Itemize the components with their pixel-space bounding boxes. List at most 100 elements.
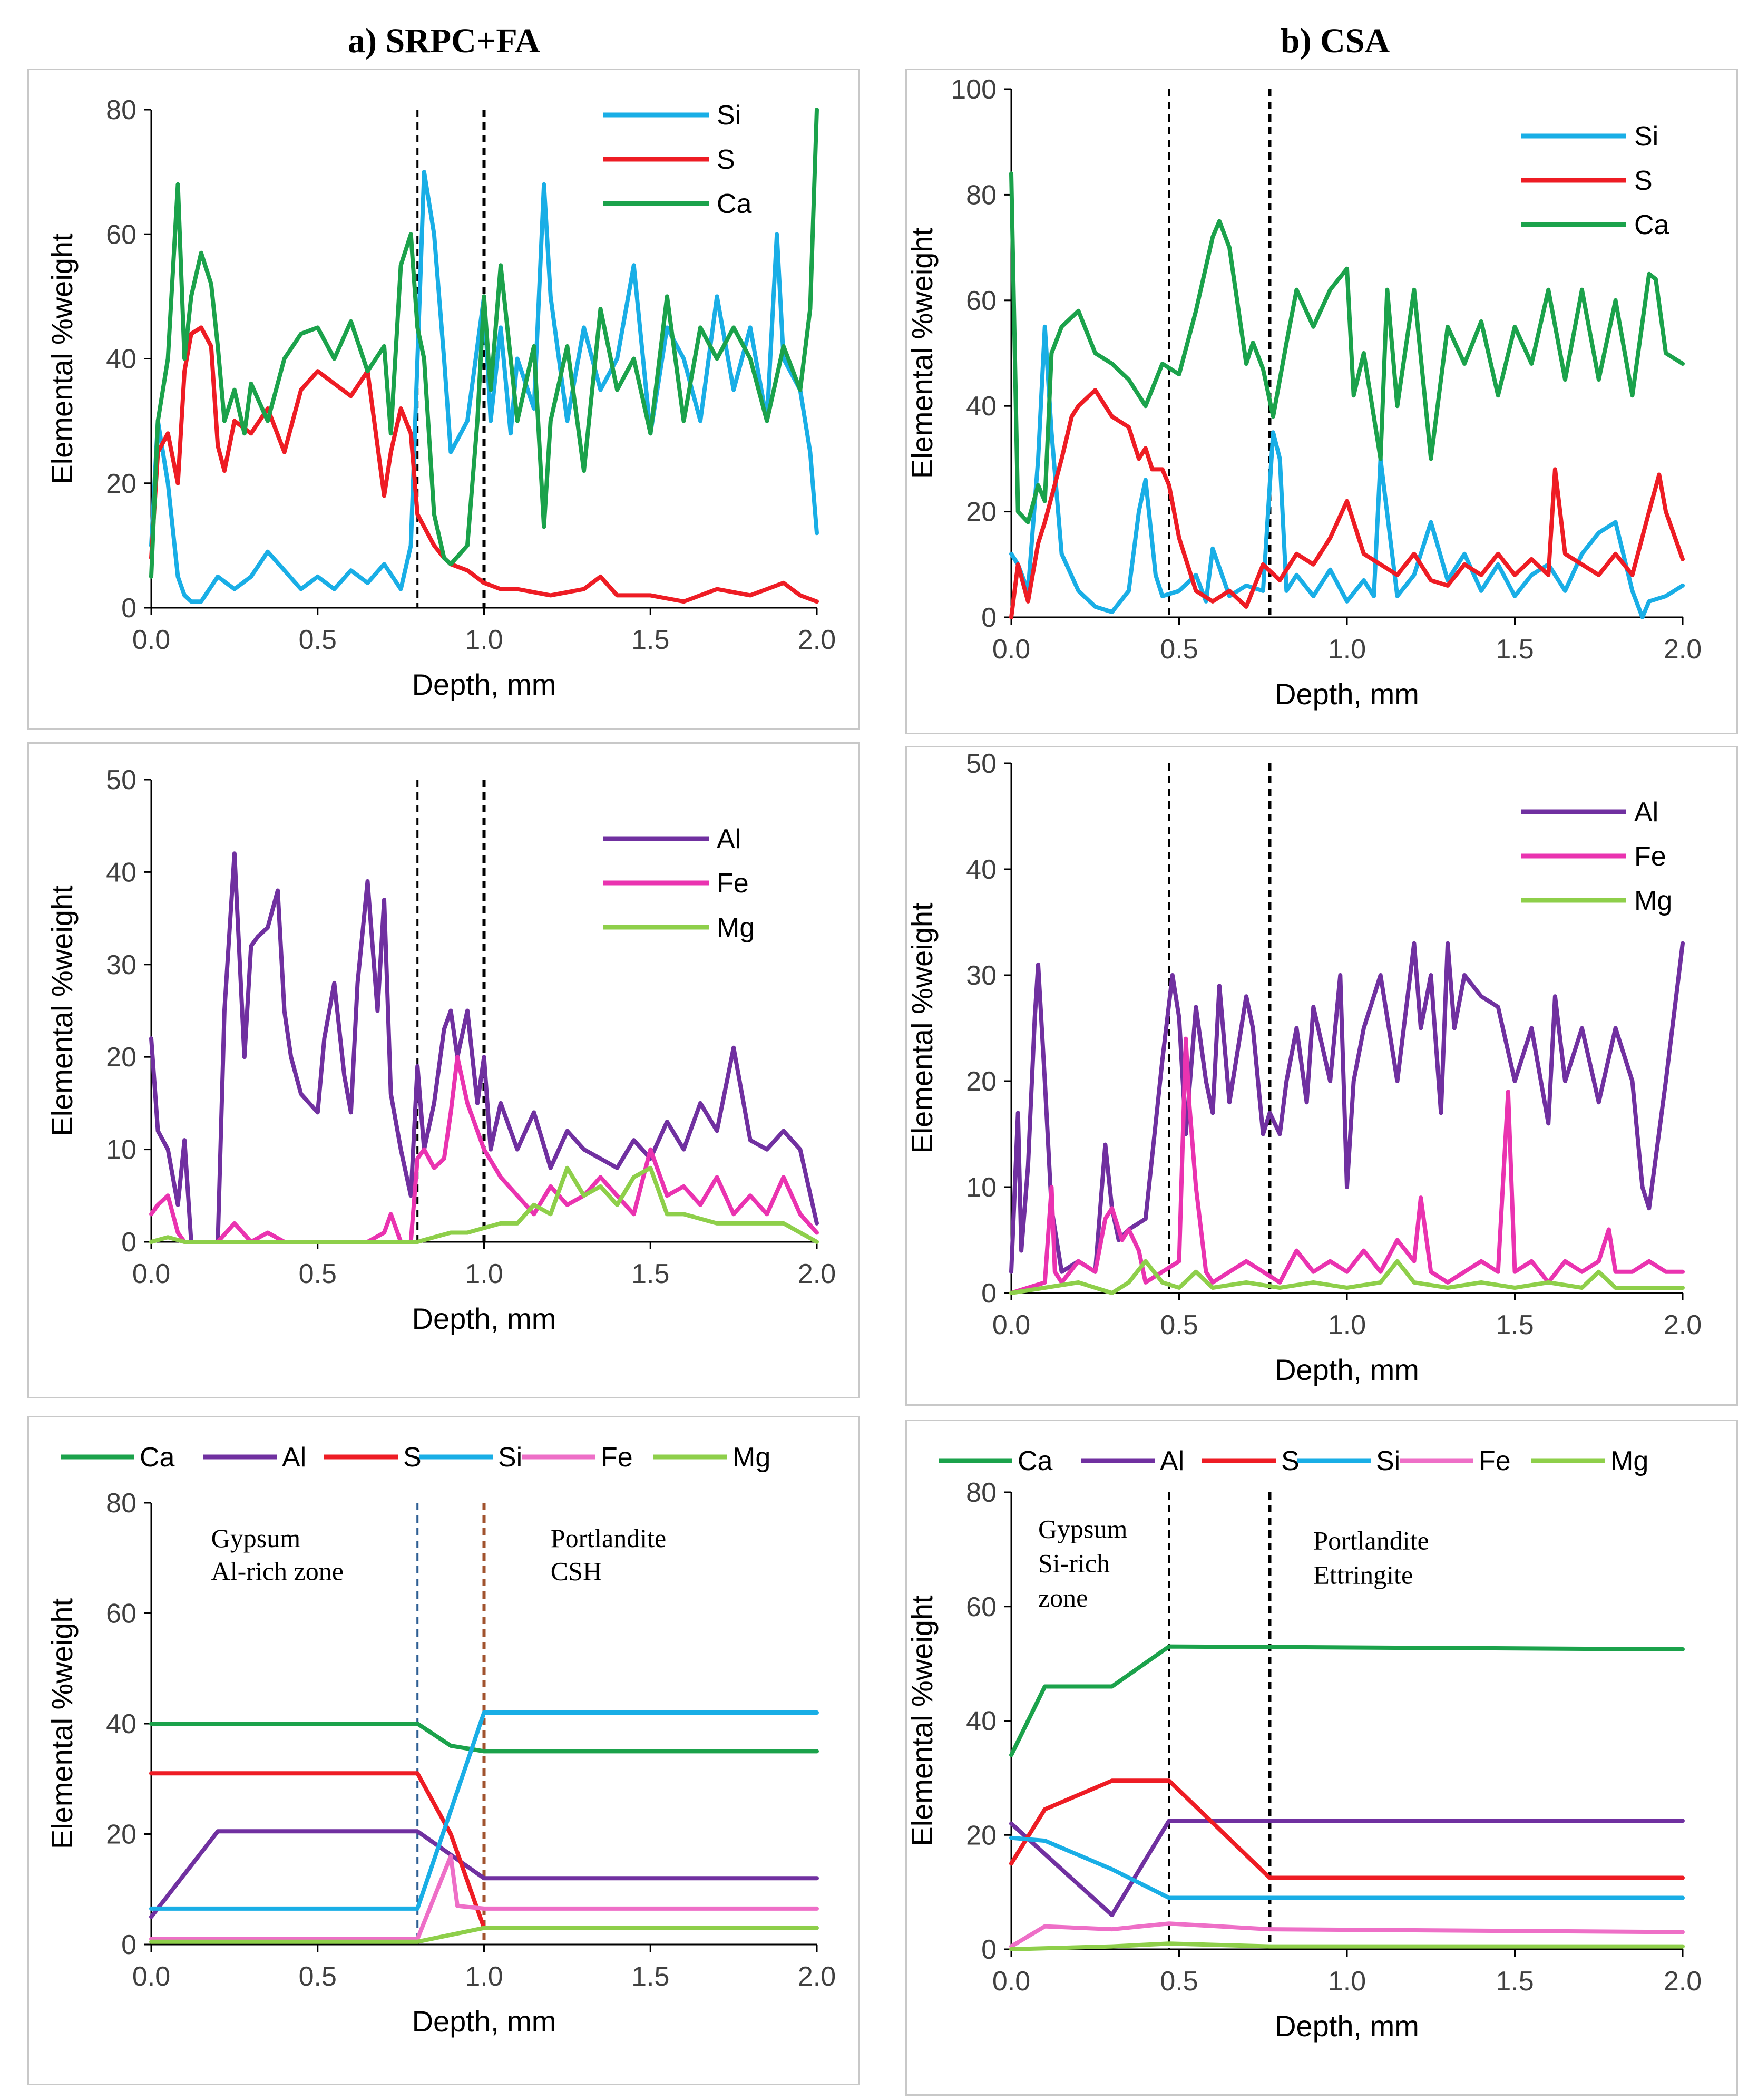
series-line-ca <box>149 1722 819 1754</box>
zone-annotation: Portlandite <box>1313 1525 1429 1555</box>
y-axis-label: Elemental %weight <box>905 902 939 1154</box>
series-line-si <box>149 1710 819 1911</box>
y-axis-label: Elemental %weight <box>45 885 79 1136</box>
x-axis-label: Depth, mm <box>1275 677 1419 711</box>
csa-main-panel: 0 20 40 60 80 100 0.0 0.5 1.0 1.5 2.0 Depth, mm Elem… <box>905 69 1738 734</box>
y-tick-label: 40 <box>966 391 997 422</box>
x-axis-label: Depth, mm <box>412 668 556 701</box>
series-line-fe <box>1009 1921 1685 1949</box>
series-line-ca <box>1009 1644 1685 1757</box>
legend-label-mg: Mg <box>733 1442 770 1473</box>
y-tick-label: 80 <box>106 1488 136 1519</box>
y-tick-label: 40 <box>106 857 136 888</box>
y-tick-label: 0 <box>981 602 997 633</box>
y-tick-label: 50 <box>966 748 997 779</box>
y-tick-label: 40 <box>966 1706 997 1737</box>
x-axis-label: Depth, mm <box>1275 2009 1419 2043</box>
y-tick-label: 80 <box>966 1477 997 1508</box>
y-tick-label: 0 <box>121 593 136 624</box>
zone-annotation: Gypsum <box>211 1523 301 1553</box>
legend-label-si: Si <box>498 1442 522 1473</box>
series-line-ca <box>1009 171 1685 524</box>
zone-annotation: Ettringite <box>1313 1560 1413 1589</box>
y-axis-label: Elemental %weight <box>45 233 79 484</box>
x-tick-label: 0.0 <box>132 1259 170 1289</box>
x-axis-label: Depth, mm <box>1275 1353 1419 1386</box>
x-tick-label: 0.5 <box>299 1259 337 1289</box>
x-tick-label: 0.5 <box>299 1961 337 1992</box>
legend-label-s: S <box>1281 1446 1300 1476</box>
legend-label-ca: Ca <box>1634 210 1669 240</box>
zone-annotation: Si-rich <box>1038 1549 1110 1578</box>
y-axis-label: Elemental %weight <box>45 1598 79 1849</box>
legend-label-s: S <box>1634 166 1653 196</box>
zone-annotation: Gypsum <box>1038 1514 1128 1544</box>
x-tick-label: 0.0 <box>992 1966 1030 1997</box>
series-line-fe <box>149 1854 819 1941</box>
title-csa: b) CSA <box>1281 22 1390 60</box>
legend-label-mg: Mg <box>717 912 755 943</box>
y-axis-label: Elemental %weight <box>905 1595 939 1846</box>
x-tick-label: 1.0 <box>465 625 503 655</box>
legend-label-al: Al <box>282 1442 306 1473</box>
series-line-s <box>1009 1778 1685 1880</box>
y-tick-label: 50 <box>106 765 136 795</box>
x-tick-label: 1.5 <box>1496 634 1534 665</box>
series-line-s <box>1009 388 1685 619</box>
x-axis-label: Depth, mm <box>412 2005 556 2038</box>
y-tick-label: 10 <box>106 1135 136 1165</box>
series-line-si <box>1009 324 1685 619</box>
legend-label-si: Si <box>717 100 741 131</box>
legend-label-al: Al <box>1160 1446 1184 1476</box>
x-tick-label: 0.0 <box>992 634 1030 665</box>
y-tick-label: 80 <box>106 95 136 125</box>
y-tick-label: 0 <box>981 1934 997 1965</box>
series-line-al <box>149 1829 819 1919</box>
y-tick-label: 60 <box>966 1592 997 1622</box>
title-srpc-fa: a) SRPC+FA <box>348 22 540 60</box>
x-tick-label: 2.0 <box>1664 634 1702 665</box>
x-tick-label: 1.5 <box>631 625 669 655</box>
y-tick-label: 0 <box>121 1930 136 1960</box>
y-tick-label: 20 <box>966 497 997 528</box>
series-line-s <box>149 1771 486 1930</box>
x-tick-label: 0.5 <box>1160 1966 1198 1997</box>
x-tick-label: 1.0 <box>1328 1966 1366 1997</box>
y-tick-label: 40 <box>106 344 136 375</box>
y-tick-label: 20 <box>106 1042 136 1073</box>
zone-annotation: CSH <box>551 1557 602 1586</box>
csa-model-chart: 0 20 40 60 80 0.0 0.5 1.0 1.5 2.0 Depth, mm Element… <box>905 1446 1702 2043</box>
zone-annotation: Portlandite <box>551 1523 666 1553</box>
x-tick-label: 1.0 <box>1328 634 1366 665</box>
series-line-al <box>1009 941 1685 1274</box>
csa-main-chart: 0 20 40 60 80 100 0.0 0.5 1.0 1.5 2.0 Depth, mm Elem… <box>905 74 1702 711</box>
x-tick-label: 2.0 <box>798 625 836 655</box>
series-line-mg <box>149 1926 819 1944</box>
legend-label-fe: Fe <box>1634 841 1666 872</box>
series-line-ca <box>149 108 819 579</box>
y-tick-label: 60 <box>966 286 997 316</box>
x-tick-label: 1.0 <box>465 1259 503 1289</box>
srpc-minor-chart: 0 10 20 30 40 50 0.0 0.5 1.0 1.5 2.0 Depth, mm Eleme… <box>45 765 836 1335</box>
x-tick-label: 0.0 <box>992 1310 1030 1340</box>
series-line-al <box>1009 1819 1685 1917</box>
y-tick-label: 20 <box>966 1066 997 1097</box>
legend-label-ca: Ca <box>1018 1446 1053 1476</box>
x-tick-label: 2.0 <box>1664 1966 1702 1997</box>
legend-label-mg: Mg <box>1610 1446 1648 1476</box>
srpc-minor-panel: 0 10 20 30 40 50 0.0 0.5 1.0 1.5 2.0 Depth, mm Eleme… <box>27 742 860 1398</box>
legend-label-si: Si <box>1634 121 1658 152</box>
y-tick-label: 20 <box>106 469 136 499</box>
y-tick-label: 30 <box>106 950 136 980</box>
x-tick-label: 2.0 <box>798 1259 836 1289</box>
legend-label-fe: Fe <box>601 1442 633 1473</box>
y-tick-label: 40 <box>966 854 997 885</box>
srpc-main-chart: 0 20 40 60 80 0.0 0.5 1.0 1.5 2.0 Depth, mm Element… <box>45 95 836 701</box>
series-line-si <box>149 170 819 604</box>
srpc-main-panel: 0 20 40 60 80 0.0 0.5 1.0 1.5 2.0 Depth, mm Element… <box>27 69 860 730</box>
csa-minor-chart: 0 10 20 30 40 50 0.0 0.5 1.0 1.5 2.0 Depth, mm Eleme… <box>905 748 1702 1386</box>
x-tick-label: 1.0 <box>465 1961 503 1992</box>
y-tick-label: 20 <box>966 1820 997 1851</box>
y-tick-label: 0 <box>981 1278 997 1309</box>
srpc-model-chart: 0 20 40 60 80 0.0 0.5 1.0 1.5 2.0 Depth, mm Element… <box>45 1442 836 2038</box>
